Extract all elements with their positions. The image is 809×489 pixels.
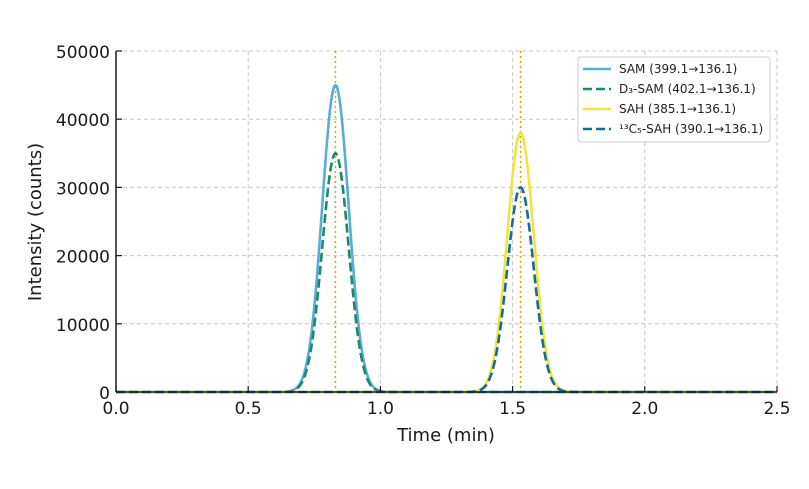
x-axis-label: Time (min) (396, 425, 495, 446)
y-tick-label: 30000 (56, 179, 110, 199)
y-tick-label: 40000 (56, 111, 110, 131)
series-line (115, 186, 778, 394)
legend: SAM (399.1→136.1) D₃-SAM (402.1→136.1) SAH… (577, 56, 771, 143)
x-tick-label: 1.5 (499, 399, 526, 419)
y-axis-ticks: 0 10000 20000 30000 40000 50000 (56, 43, 122, 404)
y-tick-label: 50000 (56, 43, 110, 63)
y-tick-label: 10000 (56, 316, 110, 336)
x-tick-label: 1.0 (367, 399, 394, 419)
series-line (115, 131, 778, 394)
legend-label: SAM (399.1→136.1) (619, 62, 737, 76)
legend-label: ¹³C₅-SAH (390.1→136.1) (619, 122, 763, 136)
legend-label: D₃-SAM (402.1→136.1) (619, 82, 756, 96)
legend-box (577, 56, 771, 143)
y-axis-label: Intensity (counts) (25, 143, 46, 301)
x-axis-ticks: 0.0 0.5 1.0 1.5 2.0 2.5 (102, 386, 791, 419)
retention-time-markers (334, 51, 522, 392)
x-tick-label: 0.5 (235, 399, 262, 419)
series-line (115, 152, 778, 394)
x-tick-label: 2.5 (763, 399, 790, 419)
y-tick-label: 0 (99, 384, 110, 404)
legend-label: SAH (385.1→136.1) (619, 102, 736, 116)
x-tick-label: 2.0 (631, 399, 658, 419)
x-tick-label: 0.0 (102, 399, 129, 419)
y-tick-label: 20000 (56, 248, 110, 268)
axes (115, 51, 777, 393)
